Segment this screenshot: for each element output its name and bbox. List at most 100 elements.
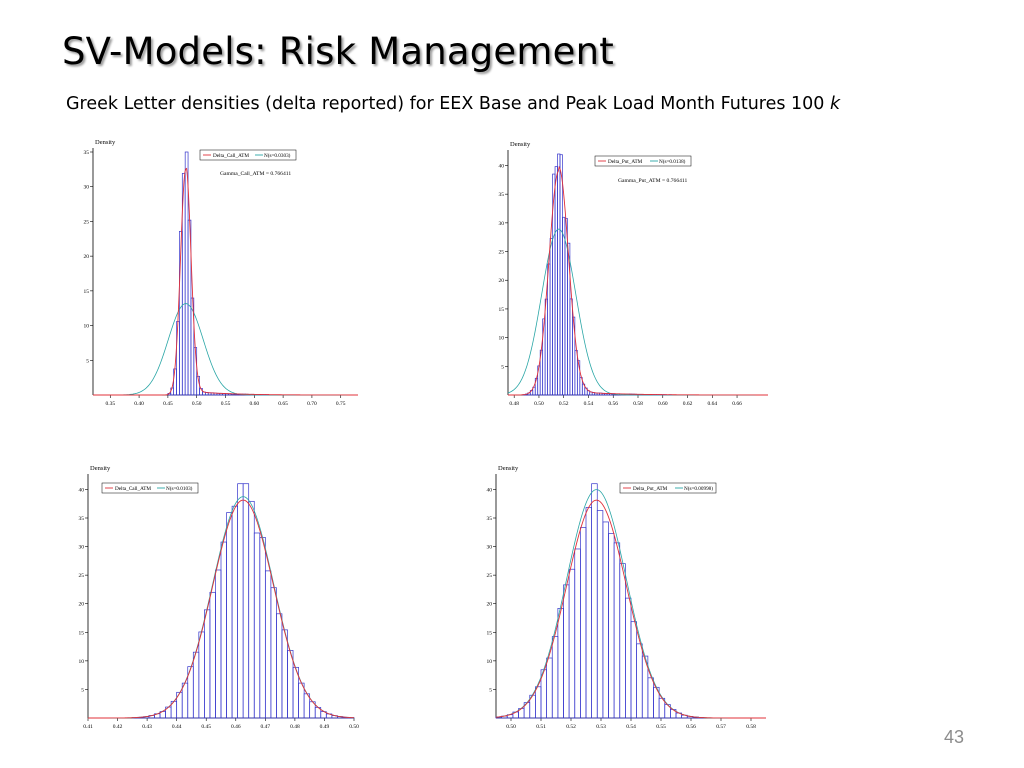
histogram-bar — [242, 483, 250, 719]
histogram-bar — [549, 238, 553, 396]
histogram-bar — [248, 500, 255, 719]
x-tick-label: 0.60 — [658, 401, 668, 407]
histogram-bar — [226, 512, 233, 719]
x-tick-label: 0.56 — [608, 401, 618, 407]
y-tick-label: 35 — [79, 516, 85, 522]
x-tick-label: 0.53 — [596, 724, 606, 730]
y-tick-label: 10 — [499, 336, 505, 342]
histogram-bar — [264, 570, 272, 719]
y-tick-label: 30 — [79, 545, 85, 551]
kde-line — [93, 167, 358, 396]
slide-subtitle: Greek Letter densities (delta reported) … — [66, 94, 840, 114]
x-tick-label: 0.60 — [249, 401, 259, 407]
histogram-bar — [559, 154, 563, 396]
x-tick-label: 0.49 — [320, 724, 330, 730]
y-tick-label: 5 — [81, 687, 84, 693]
y-tick-label: 10 — [487, 659, 493, 665]
chart-svg: Density 0.50 0.51 0.52 0.53 0.54 0.55 0.56 0.57 0… — [487, 465, 766, 730]
y-tick-label: 15 — [499, 307, 505, 313]
histogram-bar — [535, 686, 542, 719]
y-tick-label: 25 — [487, 573, 493, 579]
histogram-bar — [554, 166, 558, 396]
histogram-bar — [557, 153, 561, 396]
chart-svg: Density 0.41 0.42 0.43 0.44 0.45 0.46 0.47 0.48 0… — [79, 465, 360, 730]
y-tick-label: 35 — [499, 192, 505, 198]
y-tick-label: 40 — [487, 487, 493, 493]
y-tick-label: 5 — [86, 358, 89, 364]
x-tick-label: 0.50 — [506, 724, 516, 730]
histogram-bar — [220, 541, 227, 719]
histogram-bar — [625, 597, 632, 719]
y-tick-label: 10 — [84, 324, 90, 330]
x-tick-label: 0.47 — [261, 724, 271, 730]
histogram-bar — [270, 587, 277, 719]
legend-box — [594, 155, 692, 167]
x-tick-label: 0.52 — [566, 724, 576, 730]
kde-line — [88, 499, 355, 719]
histogram-bar — [253, 532, 261, 719]
histogram-bar — [287, 650, 294, 719]
y-tick-label: 20 — [499, 278, 505, 284]
gamma-annotation: Gamma_Call_ATM = 0.766411 — [220, 171, 291, 177]
y-tick-label: 25 — [79, 573, 85, 579]
y-axis-label: Density — [510, 141, 531, 148]
histogram — [495, 483, 705, 719]
histogram-bar — [192, 651, 200, 719]
x-tick-label: 0.44 — [172, 724, 182, 730]
histogram-bar — [551, 636, 559, 719]
legend-label-series: Delta_Call_ATM — [115, 486, 151, 492]
y-tick-label: 30 — [499, 221, 505, 227]
legend-label-normal: N(s=0.0138) — [659, 158, 686, 165]
x-tick-label: 0.55 — [221, 401, 231, 407]
histogram-bar — [636, 643, 643, 719]
legend-box — [199, 149, 297, 161]
x-tick-label: 0.66 — [732, 401, 742, 407]
histogram-bar — [557, 608, 564, 719]
kde-line — [495, 499, 766, 719]
x-tick-label: 0.70 — [307, 401, 317, 407]
chart-svg: Density 0.48 0.50 0.52 0.54 0.56 0.58 0.60 0.62 0… — [499, 141, 768, 407]
histogram-bar — [585, 507, 592, 719]
histogram-bar — [569, 298, 573, 396]
histogram-bar — [596, 510, 604, 719]
legend-label-series: Delta_Call_ATM — [213, 153, 249, 159]
y-tick-label: 40 — [79, 487, 85, 493]
histogram-bar — [231, 505, 238, 719]
histogram-bar — [193, 347, 198, 396]
subtitle-variable: k — [830, 94, 841, 114]
chart-delta-put-base: Density 0.48 0.50 0.52 0.54 0.56 0.58 0.60 0.62 0… — [490, 140, 775, 407]
x-tick-label: 0.45 — [201, 724, 211, 730]
chart-delta-call-base: Density 0.35 0.40 0.45 0.50 0.55 0.60 0.65 0.70 0… — [80, 139, 365, 407]
histogram-bar — [591, 483, 598, 719]
x-tick-label: 0.62 — [683, 401, 693, 407]
y-tick-label: 25 — [84, 219, 90, 225]
histogram-bar — [613, 542, 621, 719]
legend-label-normal: N(s=0.0103) — [166, 485, 193, 492]
y-tick-label: 40 — [499, 163, 505, 169]
x-tick-label: 0.35 — [105, 401, 115, 407]
histogram-bar — [574, 349, 578, 396]
histogram-bar — [215, 569, 222, 719]
x-tick-label: 0.75 — [336, 401, 346, 407]
histogram-bar — [562, 216, 566, 396]
y-axis-label: Density — [95, 139, 116, 146]
x-tick-label: 0.50 — [349, 724, 359, 730]
histogram — [131, 483, 355, 719]
y-tick-label: 15 — [84, 289, 90, 295]
kde-line — [508, 165, 768, 396]
x-tick-label: 0.50 — [192, 401, 202, 407]
x-tick-label: 0.41 — [83, 724, 93, 730]
x-tick-label: 0.43 — [142, 724, 152, 730]
normal-fit-line — [507, 228, 768, 396]
histogram-bar — [568, 568, 576, 719]
histogram-bar — [259, 537, 266, 719]
x-tick-label: 0.40 — [134, 401, 144, 407]
x-tick-label: 0.48 — [290, 724, 300, 730]
legend-label-series: Delta_Put_ATM — [633, 486, 668, 492]
x-tick-label: 0.45 — [163, 401, 173, 407]
histogram-bar — [619, 563, 626, 719]
histogram-bar — [204, 609, 211, 719]
legend-label-normal: N(s=0.0303) — [264, 152, 291, 159]
x-tick-label: 0.42 — [113, 724, 123, 730]
subtitle-text: Greek Letter densities (delta reported) … — [66, 94, 825, 114]
